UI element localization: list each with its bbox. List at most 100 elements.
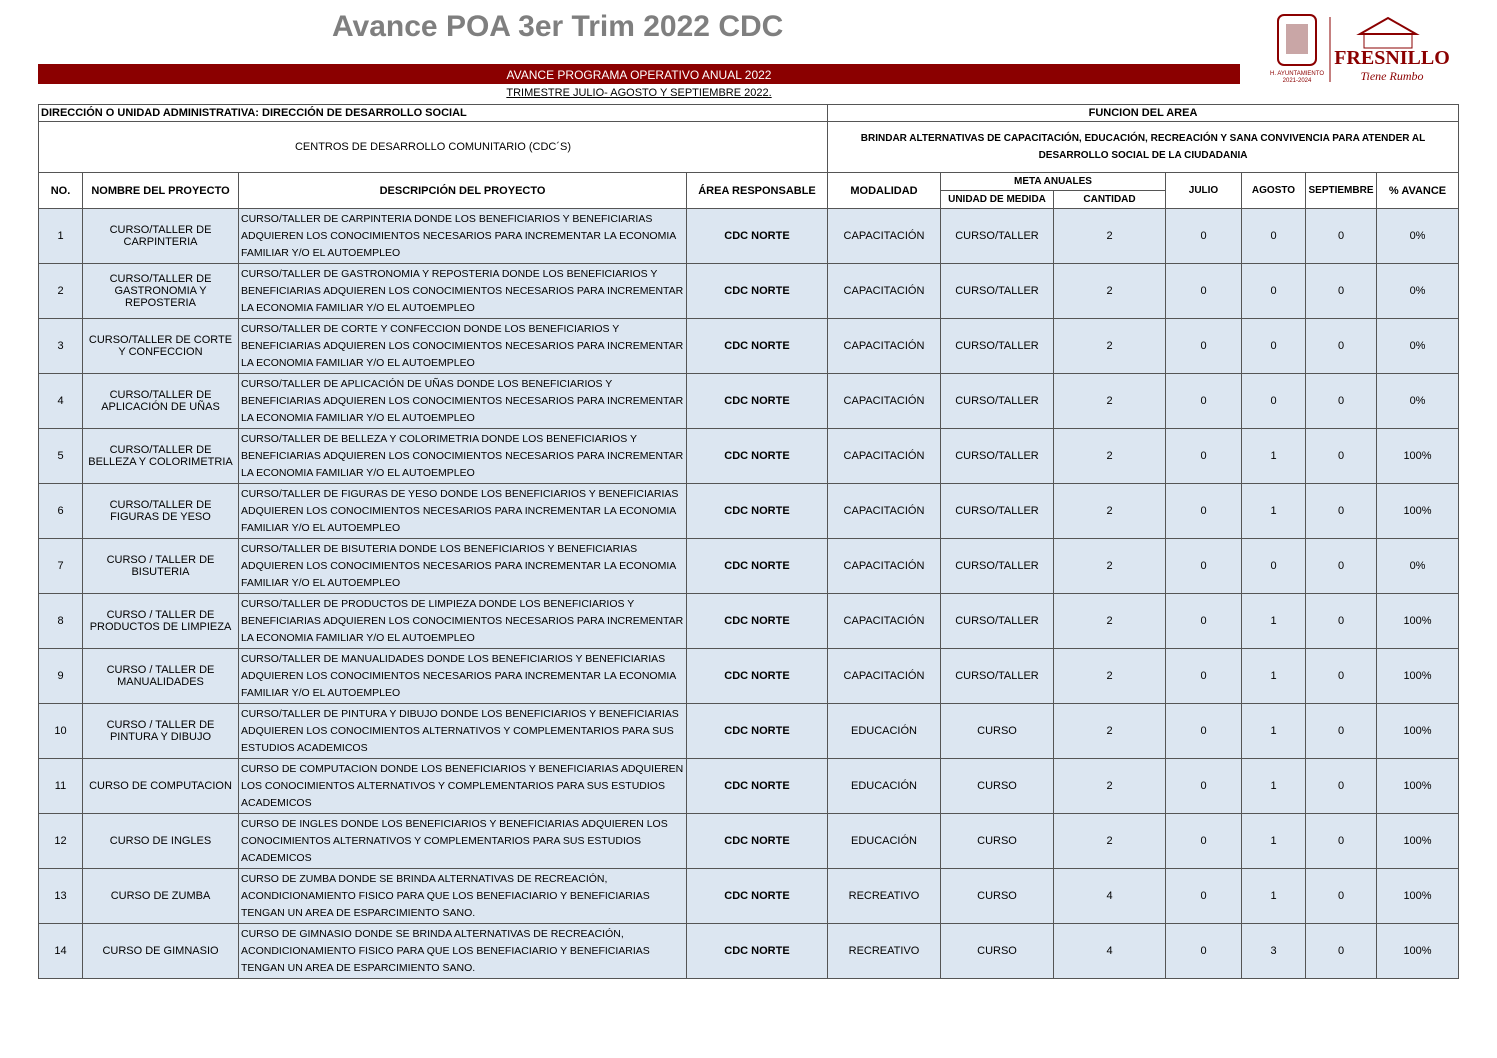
cell-quantity: 2: [1053, 208, 1166, 264]
cell-description: CURSO/TALLER DE BISUTERIA DONDE LOS BENE…: [238, 538, 687, 594]
cell-quantity: 2: [1053, 703, 1166, 759]
cell-area: CDC NORTE: [686, 813, 828, 869]
cell-progress: 0%: [1375, 538, 1460, 594]
cell-name: CURSO DE GIMNASIO: [82, 923, 239, 979]
cell-unit: CURSO: [940, 758, 1054, 814]
cell-july: 0: [1165, 428, 1242, 484]
cell-september: 0: [1305, 813, 1377, 869]
cell-august: 0: [1241, 373, 1306, 429]
cell-description: CURSO/TALLER DE CORTE Y CONFECCION DONDE…: [238, 318, 687, 374]
cell-description: CURSO/TALLER DE CARPINTERIA DONDE LOS BE…: [238, 208, 687, 264]
cell-name: CURSO / TALLER DE MANUALIDADES: [82, 648, 239, 704]
cell-mode: CAPACITACIÓN: [827, 538, 941, 594]
cell-july: 0: [1165, 593, 1242, 649]
cell-no: 3: [38, 318, 83, 374]
cell-area: CDC NORTE: [686, 263, 828, 319]
cell-name: CURSO / TALLER DE PRODUCTOS DE LIMPIEZA: [82, 593, 239, 649]
cell-no: 5: [38, 428, 83, 484]
cell-september: 0: [1305, 483, 1377, 539]
col-header: ÁREA RESPONSABLE: [686, 172, 828, 209]
cell-mode: EDUCACIÓN: [827, 703, 941, 759]
cell-unit: CURSO/TALLER: [940, 263, 1054, 319]
cell-description: CURSO DE GIMNASIO DONDE SE BRINDA ALTERN…: [238, 923, 687, 979]
cell-unit: CURSO/TALLER: [940, 318, 1054, 374]
cell-unit: CURSO/TALLER: [940, 648, 1054, 704]
cell-quantity: 2: [1053, 538, 1166, 594]
row: 10 CURSO / TALLER DE PINTURA Y DIBUJO CURS…: [38, 703, 1460, 759]
cell-july: 0: [1165, 263, 1242, 319]
row: 3 CURSO/TALLER DE CORTE Y CONFECCION CURSO…: [38, 318, 1460, 374]
cell-name: CURSO/TALLER DE GASTRONOMIA Y REPOSTERIA: [82, 263, 239, 319]
cell-august: 1: [1241, 813, 1306, 869]
cell-no: 14: [38, 923, 83, 979]
logo: H. AYUNTAMIENTO 2021-2024 FRESNILLO Tien…: [1270, 14, 1450, 84]
cell-progress: 0%: [1375, 263, 1460, 319]
cell-july: 0: [1165, 758, 1242, 814]
cell-quantity: 2: [1053, 483, 1166, 539]
cell-quantity: 2: [1053, 648, 1166, 704]
cell-name: CURSO/TALLER DE CARPINTERIA: [82, 208, 239, 264]
cell-september: 0: [1305, 208, 1377, 264]
table: DIRECCIÓN O UNIDAD ADMINISTRATIVA: DIREC…: [38, 104, 1460, 979]
cell-description: CURSO DE COMPUTACION DONDE LOS BENEFICIA…: [238, 758, 687, 814]
col-header: MODALIDAD: [827, 172, 941, 209]
cell-name: CURSO DE COMPUTACION: [82, 758, 239, 814]
cell-no: 2: [38, 263, 83, 319]
cell-no: 8: [38, 593, 83, 649]
cell-description: CURSO/TALLER DE FIGURAS DE YESO DONDE LO…: [238, 483, 687, 539]
cell-july: 0: [1165, 483, 1242, 539]
col-header: NO.: [38, 172, 83, 209]
cell-description: CURSO DE ZUMBA DONDE SE BRINDA ALTERNATI…: [238, 868, 687, 924]
cell-august: 1: [1241, 703, 1306, 759]
row: 9 CURSO / TALLER DE MANUALIDADES CURSO/TAL…: [38, 648, 1460, 704]
cell-progress: 0%: [1375, 208, 1460, 264]
cell-name: CURSO/TALLER DE CORTE Y CONFECCION: [82, 318, 239, 374]
cell-august: 1: [1241, 593, 1306, 649]
cell-no: 10: [38, 703, 83, 759]
cell-mode: EDUCACIÓN: [827, 758, 941, 814]
cell-august: 0: [1241, 208, 1306, 264]
cell-name: CURSO / TALLER DE PINTURA Y DIBUJO: [82, 703, 239, 759]
cell-august: 0: [1241, 263, 1306, 319]
cell-unit: CURSO/TALLER: [940, 593, 1054, 649]
col-header: SEPTIEMBRE: [1305, 172, 1377, 209]
cell-name: CURSO/TALLER DE BELLEZA Y COLORIMETRIA: [82, 428, 239, 484]
cell-no: 6: [38, 483, 83, 539]
logo-council: H. AYUNTAMIENTO: [1270, 71, 1324, 77]
logo-city: FRESNILLO: [1334, 47, 1450, 69]
cell-july: 0: [1165, 648, 1242, 704]
cell-unit: CURSO/TALLER: [940, 208, 1054, 264]
col-header: CANTIDAD: [1053, 190, 1166, 209]
col-header: UNIDAD DE MEDIDA: [940, 190, 1054, 209]
row: 1 CURSO/TALLER DE CARPINTERIA CURSO/TALLER…: [38, 208, 1460, 264]
cell-september: 0: [1305, 923, 1377, 979]
cell-area: CDC NORTE: [686, 868, 828, 924]
direction: DIRECCIÓN O UNIDAD ADMINISTRATIVA: DIREC…: [38, 104, 828, 122]
cell-september: 0: [1305, 538, 1377, 594]
row: 6 CURSO/TALLER DE FIGURAS DE YESO CURSO/TA…: [38, 483, 1460, 539]
logo-period: 2021-2024: [1283, 78, 1312, 84]
function-label: FUNCION DEL AREA: [826, 104, 1460, 122]
cell-area: CDC NORTE: [686, 648, 828, 704]
cell-july: 0: [1165, 208, 1242, 264]
cell-name: CURSO DE ZUMBA: [82, 868, 239, 924]
cell-no: 13: [38, 868, 83, 924]
cell-progress: 0%: [1375, 318, 1460, 374]
cell-mode: CAPACITACIÓN: [827, 373, 941, 429]
title: Avance POA 3er Trim 2022 CDC: [332, 10, 784, 43]
cell-august: 1: [1241, 758, 1306, 814]
cell-name: CURSO/TALLER DE FIGURAS DE YESO: [82, 483, 239, 539]
cell-august: 1: [1241, 648, 1306, 704]
program: CENTROS DE DESARROLLO COMUNITARIO (CDC´S…: [38, 121, 828, 173]
cell-quantity: 2: [1053, 758, 1166, 814]
col-header: % AVANCE: [1375, 172, 1460, 209]
cell-no: 7: [38, 538, 83, 594]
cell-progress: 100%: [1375, 593, 1460, 649]
cell-quantity: 4: [1053, 868, 1166, 924]
cell-august: 1: [1241, 483, 1306, 539]
cell-july: 0: [1165, 703, 1242, 759]
cell-mode: CAPACITACIÓN: [827, 263, 941, 319]
banner: AVANCE PROGRAMA OPERATIVO ANUAL 2022: [38, 64, 1240, 84]
cell-no: 11: [38, 758, 83, 814]
